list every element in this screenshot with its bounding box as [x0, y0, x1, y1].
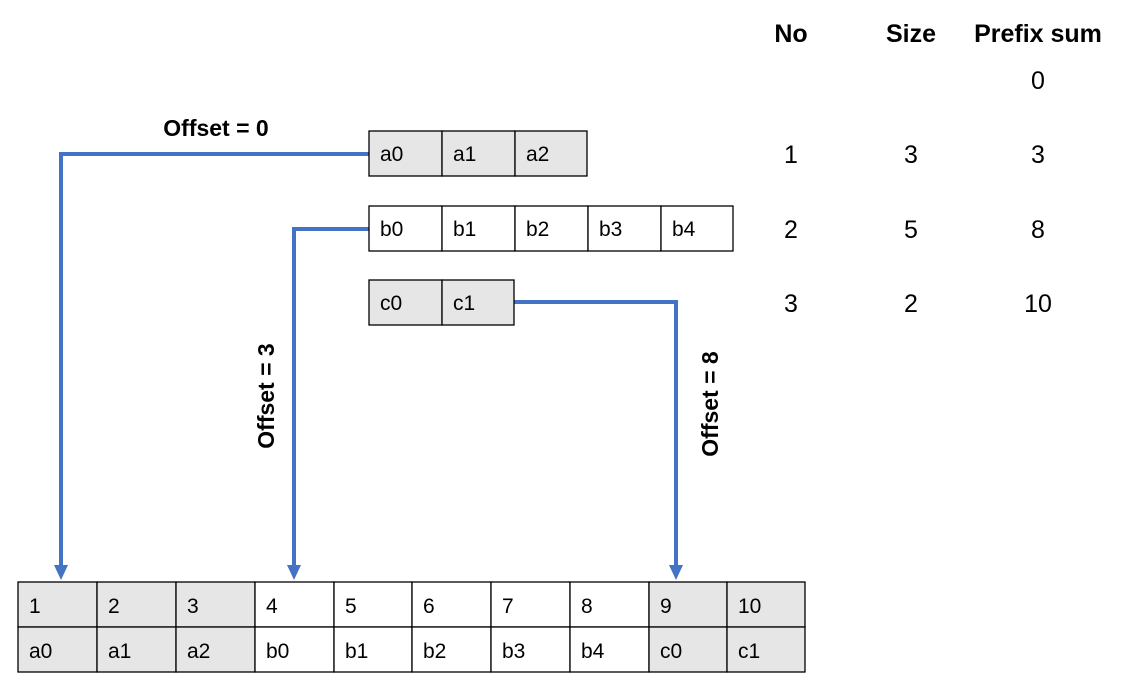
- array-a: a0 a1 a2: [368, 130, 588, 177]
- row-1-no: 1: [784, 141, 798, 169]
- connector-c: [514, 300, 678, 566]
- prefix-table: No Size Prefix sum 0 1 3 3 2 5 8 3 2 10: [774, 20, 1102, 318]
- array-b-cell: [587, 205, 662, 252]
- result-index-label: 5: [345, 595, 357, 618]
- result-index-label: 2: [108, 595, 120, 618]
- result-index-cell: [726, 581, 806, 628]
- array-c-label: c0: [380, 292, 402, 315]
- row-3-no: 3: [784, 290, 798, 318]
- result-value-label: a2: [187, 640, 210, 663]
- result-value-label: a1: [108, 640, 131, 663]
- result-value-cell: [569, 626, 650, 673]
- array-a-label: a1: [453, 143, 476, 166]
- result-index-cell: [96, 581, 177, 628]
- initial-prefix-value: 0: [1031, 67, 1045, 95]
- arrowhead-b: [287, 565, 301, 580]
- array-a-cell: [368, 130, 443, 177]
- result-value-cell: [726, 626, 806, 673]
- array-b-label: b4: [672, 218, 696, 241]
- connector-b: [292, 227, 369, 566]
- array-b-cell: [514, 205, 589, 252]
- offset-label-b: Offset = 3: [253, 343, 279, 448]
- result-value-cell: [17, 626, 98, 673]
- result-index-label: 10: [738, 595, 761, 618]
- result-value-label: c0: [660, 640, 682, 663]
- result-array: 1 2 3 4 5 6 7 8 9 10 a0 a1 a2 b0 b1 b2 b…: [17, 581, 806, 673]
- array-b: b0 b1 b2 b3 b4: [368, 205, 734, 252]
- result-value-label: b4: [581, 640, 605, 663]
- result-index-label: 3: [187, 595, 199, 618]
- array-c-label: c1: [453, 292, 475, 315]
- result-index-label: 1: [29, 595, 41, 618]
- row-2-no: 2: [784, 216, 798, 244]
- offset-label-c: Offset = 8: [697, 351, 723, 457]
- connector-a: [59, 152, 369, 566]
- source-arrays: a0 a1 a2 b0 b1 b2 b3 b4 c0 c1: [368, 130, 734, 326]
- result-index-cell: [17, 581, 98, 628]
- connectors: [54, 152, 683, 580]
- row-3-size: 2: [904, 290, 918, 318]
- result-value-label: c1: [738, 640, 760, 663]
- array-b-label: b1: [453, 218, 476, 241]
- result-value-cell: [648, 626, 728, 673]
- array-a-label: a2: [526, 143, 549, 166]
- row-1-prefix: 3: [1031, 141, 1045, 169]
- result-value-cell: [490, 626, 571, 673]
- array-b-label: b3: [599, 218, 622, 241]
- result-index-cell: [569, 581, 650, 628]
- result-value-cell: [254, 626, 335, 673]
- offset-label-a: Offset = 0: [163, 115, 268, 141]
- offset-labels: Offset = 0 Offset = 3 Offset = 8: [163, 115, 723, 457]
- row-2-prefix: 8: [1031, 216, 1045, 244]
- result-value-label: b2: [423, 640, 446, 663]
- result-value-cell: [175, 626, 256, 673]
- array-c: c0 c1: [368, 279, 515, 326]
- array-c-cell: [441, 279, 515, 326]
- array-c-cell: [368, 279, 443, 326]
- array-a-cell: [514, 130, 588, 177]
- header-prefix-sum: Prefix sum: [974, 20, 1102, 48]
- row-1-size: 3: [904, 141, 918, 169]
- arrowhead-a: [54, 565, 68, 580]
- header-size: Size: [886, 20, 936, 48]
- result-index-label: 7: [502, 595, 514, 618]
- result-index-label: 4: [266, 595, 278, 618]
- result-index-label: 9: [660, 595, 672, 618]
- result-index-cell: [490, 581, 571, 628]
- result-index-label: 6: [423, 595, 435, 618]
- header-no: No: [774, 20, 807, 48]
- array-b-cell: [441, 205, 516, 252]
- result-index-label: 8: [581, 595, 593, 618]
- array-b-label: b0: [380, 218, 403, 241]
- array-b-cell: [660, 205, 734, 252]
- array-a-label: a0: [380, 143, 403, 166]
- result-value-label: a0: [29, 640, 52, 663]
- result-value-label: b0: [266, 640, 289, 663]
- row-2-size: 5: [904, 216, 918, 244]
- array-b-label: b2: [526, 218, 549, 241]
- row-3-prefix: 10: [1024, 290, 1052, 318]
- result-index-cell: [648, 581, 728, 628]
- arrowhead-c: [669, 565, 683, 580]
- result-index-cell: [254, 581, 335, 628]
- result-value-label: b3: [502, 640, 525, 663]
- array-b-cell: [368, 205, 443, 252]
- result-value-label: b1: [345, 640, 368, 663]
- result-index-cell: [175, 581, 256, 628]
